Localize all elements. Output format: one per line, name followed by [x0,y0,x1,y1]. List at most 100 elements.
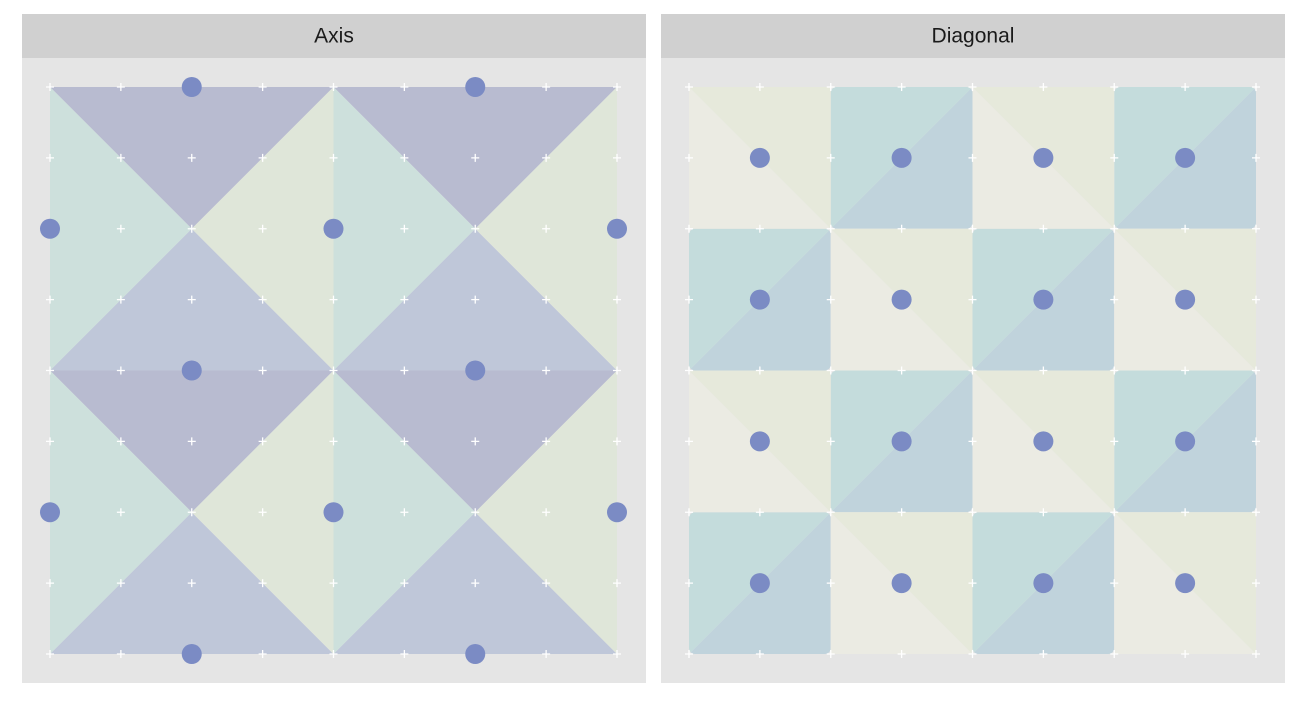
grid-mark [826,295,835,304]
grid-mark [1181,366,1190,375]
grid-mark [116,650,125,658]
grid-mark [826,366,835,375]
point [891,147,912,168]
point [749,573,770,594]
grid-mark [1181,83,1190,91]
grid-mark [826,579,835,588]
grid-mark [542,224,551,233]
grid-mark [329,437,338,446]
grid-mark [1039,83,1048,91]
point [891,431,912,452]
grid-mark [258,295,267,304]
grid-mark [258,366,267,375]
point [607,218,627,239]
grid-mark [826,224,835,233]
grid-mark [329,579,338,588]
grid-mark [1110,650,1119,658]
grid-mark [1181,224,1190,233]
grid-mark [400,508,409,517]
grid-mark [755,83,764,91]
grid-mark [400,295,409,304]
grid-mark [613,83,621,91]
grid-mark [613,579,621,588]
grid-mark [685,437,693,446]
point [1175,289,1196,310]
grid-mark [1039,508,1048,517]
grid-mark [542,153,551,162]
grid-mark [968,579,977,588]
point [181,77,202,97]
grid-mark [116,579,125,588]
grid-mark [542,508,551,517]
grid-mark [1110,579,1119,588]
point [465,360,486,381]
grid-mark [685,650,693,658]
grid-mark [897,83,906,91]
point [1033,431,1054,452]
grid-mark [968,224,977,233]
grid-mark [1110,83,1119,91]
grid-mark [329,650,338,658]
grid-mark [968,366,977,375]
grid-mark [968,83,977,91]
grid-mark [613,366,621,375]
grid-mark [685,508,693,517]
grid-mark [258,508,267,517]
grid-mark [826,83,835,91]
grid-mark [685,366,693,375]
grid-mark [897,224,906,233]
strip-title: Diagonal [932,25,1015,48]
grid-mark [897,508,906,517]
grid-mark [471,153,480,162]
grid-mark [187,295,196,304]
point [465,77,486,97]
grid-mark [826,650,835,658]
grid-mark [542,650,551,658]
grid-mark [116,83,125,91]
point [1033,289,1054,310]
grid-mark [968,295,977,304]
grid-mark [116,295,125,304]
point [1033,573,1054,594]
grid-mark [46,437,54,446]
grid-mark [258,437,267,446]
grid-mark [613,650,621,658]
grid-mark [542,295,551,304]
point [1033,147,1054,168]
point [323,502,344,523]
grid-mark [187,437,196,446]
grid-mark [187,224,196,233]
grid-mark [400,650,409,658]
grid-mark [968,650,977,658]
grid-mark [187,153,196,162]
grid-mark [46,83,54,91]
grid-mark [755,366,764,375]
grid-mark [258,224,267,233]
grid-mark [187,508,196,517]
point [465,644,486,664]
grid-mark [1110,366,1119,375]
point [181,360,202,381]
grid-mark [46,153,54,162]
point [40,218,60,239]
point [891,573,912,594]
grid-mark [46,295,54,304]
grid-mark [685,579,693,588]
grid-mark [613,295,621,304]
grid-mark [542,437,551,446]
grid-mark [258,83,267,91]
grid-mark [1110,437,1119,446]
grid-mark [685,224,693,233]
grid-mark [400,437,409,446]
point [323,218,344,239]
grid-mark [46,650,54,658]
grid-mark [897,366,906,375]
grid-mark [400,83,409,91]
grid-mark [1252,650,1260,658]
grid-mark [826,437,835,446]
grid-mark [685,83,693,91]
grid-mark [187,579,196,588]
grid-mark [116,508,125,517]
grid-mark [542,83,551,91]
